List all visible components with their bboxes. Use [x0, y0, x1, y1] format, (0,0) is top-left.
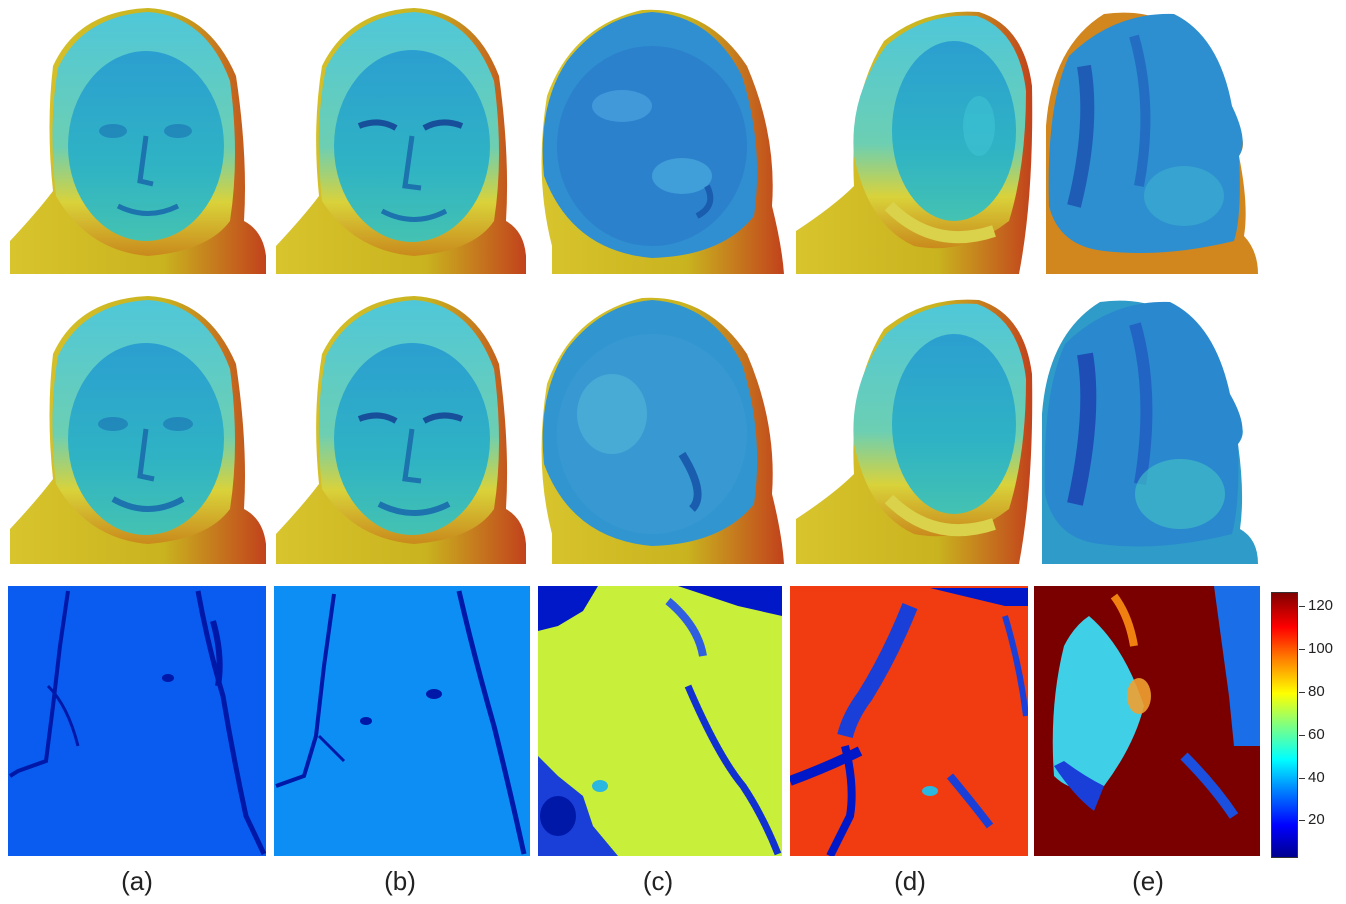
surface-c-bottom [532, 294, 784, 564]
surface-d-bottom [794, 294, 1034, 564]
caption-d: (d) [894, 866, 926, 896]
error-map-e [1034, 586, 1260, 856]
caption-a: (a) [121, 866, 153, 896]
colorbar-tick [1299, 649, 1305, 650]
colorbar-label-60: 60 [1308, 726, 1325, 743]
colorbar-tick [1299, 692, 1305, 693]
surface-c-top [532, 6, 784, 274]
surface-a-top [8, 6, 266, 274]
caption-e: (e) [1132, 866, 1164, 896]
colorbar-tick [1299, 606, 1305, 607]
surface-b-bottom [274, 294, 526, 564]
surface-d-top [794, 6, 1034, 274]
caption-c: (c) [642, 866, 674, 896]
colorbar-label-100: 100 [1308, 640, 1334, 657]
colorbar [1271, 592, 1298, 858]
caption-b: (b) [384, 866, 416, 896]
error-map-d [790, 586, 1028, 856]
surface-e-bottom [1040, 294, 1258, 564]
colorbar-tick [1299, 820, 1305, 821]
error-map-a [8, 586, 266, 856]
surface-a-bottom [8, 294, 266, 564]
colorbar-label-80: 80 [1308, 683, 1325, 700]
error-map-b [274, 586, 530, 856]
colorbar-label-40: 40 [1308, 769, 1325, 786]
colorbar-label-20: 20 [1308, 811, 1325, 828]
surface-e-top [1044, 6, 1258, 274]
surface-b-top [274, 6, 526, 274]
colorbar-tick [1299, 778, 1305, 779]
error-map-c [538, 586, 782, 856]
colorbar-label-120: 120 [1308, 597, 1334, 614]
colorbar-tick [1299, 735, 1305, 736]
